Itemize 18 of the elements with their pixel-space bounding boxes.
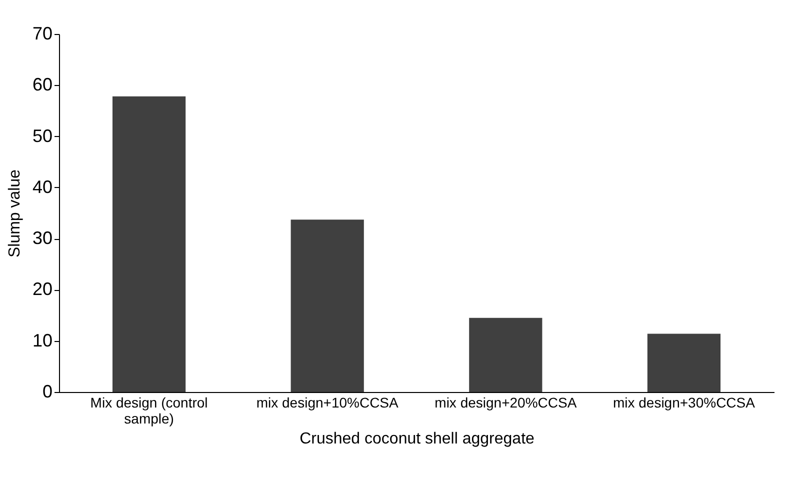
y-tick-label: 10 <box>32 330 52 350</box>
y-axis-title: Slump value <box>6 169 24 258</box>
y-tick-label: 40 <box>32 176 52 197</box>
y-tick-label: 0 <box>42 382 52 402</box>
y-tick-label: 60 <box>32 74 52 95</box>
bar <box>647 334 721 392</box>
x-tick-label: mix design+10%CCSA <box>256 394 400 410</box>
x-tick-label: mix design+30%CCSA <box>612 394 756 410</box>
bar <box>290 220 364 392</box>
x-tick-label: mix design+20%CCSA <box>434 394 578 410</box>
y-tick-label: 20 <box>32 279 52 300</box>
bar <box>469 318 542 392</box>
x-tick-label: Mix design (control sample) <box>90 394 208 426</box>
y-tick-label: 70 <box>32 24 52 44</box>
y-tick-label: 30 <box>32 228 52 248</box>
bar <box>112 96 186 392</box>
x-axis-title: Crushed coconut shell aggregate <box>300 430 535 448</box>
y-tick-label: 50 <box>32 126 52 146</box>
